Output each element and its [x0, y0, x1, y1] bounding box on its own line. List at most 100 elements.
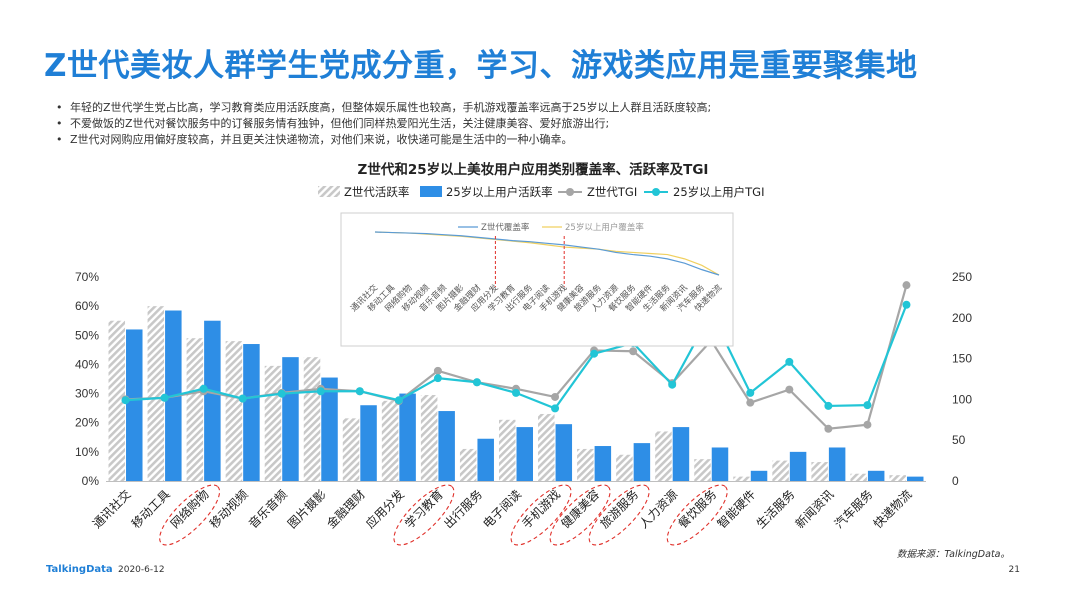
adult-tgi-point — [512, 388, 520, 397]
adult-tgi-point — [785, 357, 794, 366]
z-tgi-point — [433, 366, 442, 375]
adult-tgi-point — [394, 396, 403, 405]
z-tgi-point — [746, 398, 755, 407]
highlight-ellipse — [510, 484, 572, 546]
x-tick-label: 音乐音频 — [245, 487, 290, 532]
bar-z-active — [381, 400, 399, 481]
bar-z-active — [733, 476, 750, 481]
bar-adult-active — [711, 447, 729, 481]
bar-adult-active — [321, 377, 338, 481]
chart-title: Z世代和25岁以上美妆用户应用类别覆盖率、活跃率及TGI — [357, 162, 709, 178]
bar-z-active — [889, 475, 906, 481]
x-tick-label: 学习教育 — [401, 487, 446, 532]
bar-adult-active — [867, 470, 885, 481]
legend-label: 25岁以上用户TGI — [673, 185, 764, 199]
bar-adult-active — [750, 470, 768, 481]
y-left-tick-label: 0% — [82, 474, 100, 488]
bullet-list: 年轻的Z世代学生党占比高，学习教育类应用活跃度高，但整体娱乐属性也较高，手机游戏… — [56, 100, 711, 148]
x-tick-label: 快递物流 — [871, 487, 915, 531]
bar-adult-active — [399, 393, 416, 481]
x-tick-label: 汽车服务 — [831, 487, 876, 532]
adult-tgi-point — [902, 300, 911, 309]
bar-z-active — [303, 357, 321, 481]
z-tgi-point — [785, 385, 794, 394]
y-right-tick-label: 250 — [952, 270, 972, 284]
bullet-item: 不爱做饭的Z世代对餐饮服务中的订餐服务情有独钟，但他们同样热爱阳光生活，关注健康… — [56, 116, 711, 132]
y-right-tick-label: 0 — [952, 474, 959, 488]
legend-label: 25岁以上用户活跃率 — [446, 185, 553, 199]
bar-adult-active — [906, 476, 924, 481]
x-tick-label: 人力资源 — [636, 487, 680, 531]
y-left-tick-label: 20% — [75, 416, 99, 430]
bar-adult-active — [828, 447, 846, 481]
y-left-tick-label: 60% — [75, 299, 99, 313]
bar-z-active — [850, 473, 867, 481]
inset-series-line — [374, 231, 720, 276]
highlight-ellipse — [588, 484, 650, 546]
bar-z-active — [147, 306, 165, 481]
adult-tgi-point — [590, 349, 599, 358]
x-tick-label: 图片摄影 — [284, 487, 329, 532]
legend-label: Z世代TGI — [587, 185, 637, 199]
z-tgi-point — [902, 281, 911, 290]
bar-z-active — [811, 462, 828, 481]
inset-legend-label: Z世代覆盖率 — [481, 222, 530, 233]
x-tick-label: 电子阅读 — [480, 487, 524, 531]
adult-tgi-point — [160, 393, 169, 402]
inset-frame — [340, 212, 734, 347]
footer-date: 2020-6-12 — [118, 565, 165, 575]
y-right-tick-label: 200 — [952, 311, 972, 325]
bar-adult-active — [477, 438, 494, 481]
x-tick-label: 移动工具 — [129, 487, 173, 531]
bar-adult-active — [555, 424, 573, 481]
x-tick-label: 金融理财 — [323, 487, 368, 532]
bar-z-active — [694, 459, 711, 481]
x-tick-label: 新闻资讯 — [792, 487, 837, 532]
bar-z-active — [420, 395, 438, 481]
adult-tgi-point — [668, 380, 677, 389]
adult-tgi-point — [472, 378, 481, 387]
adult-tgi-point — [551, 404, 560, 413]
x-tick-label: 手机游戏 — [519, 487, 563, 531]
y-right-tick-label: 100 — [952, 392, 972, 406]
bar-z-active — [459, 448, 477, 481]
bar-z-active — [225, 341, 243, 481]
data-source: 数据来源：TalkingData。 — [896, 549, 1010, 560]
highlight-ellipse — [549, 484, 611, 546]
legend-swatch-z-bar — [318, 186, 340, 197]
bar-z-active — [499, 419, 516, 481]
adult-tgi-point — [863, 401, 872, 410]
talkingdata-logo: TalkingData — [46, 564, 113, 575]
legend-swatch-adult-bar — [420, 186, 442, 197]
z-tgi-point — [824, 424, 833, 433]
z-tgi-point — [629, 347, 638, 356]
x-tick-label: 应用分发 — [362, 487, 407, 532]
z-tgi-point — [551, 392, 560, 401]
bullet-item: 年轻的Z世代学生党占比高，学习教育类应用活跃度高，但整体娱乐属性也较高，手机游戏… — [56, 100, 711, 116]
page-title: Z世代美妆人群学生党成分重，学习、游戏类应用是重要聚集地 — [44, 48, 918, 84]
adult-tgi-point — [824, 401, 833, 410]
adult-tgi-point — [199, 384, 208, 393]
bar-adult-active — [282, 357, 299, 481]
x-tick-label: 网络购物 — [167, 487, 212, 532]
adult-tgi-point — [746, 388, 755, 397]
y-right-tick-label: 150 — [952, 352, 972, 366]
adult-tgi-point — [277, 389, 286, 398]
inset-legend-label: 25岁以上用户覆盖率 — [565, 222, 644, 233]
y-left-tick-label: 70% — [75, 270, 99, 284]
adult-tgi-point — [238, 394, 247, 403]
bar-adult-active — [672, 427, 690, 481]
bullet-item: Z世代对网购应用偏好度较高，并且更关注快递物流，对他们来说，收快递可能是生活中的… — [56, 132, 711, 148]
inset-chart: Z世代覆盖率 25岁以上用户覆盖率通讯社交移动工具网络购物移动视频音乐音频图片摄影… — [340, 212, 734, 347]
bar-adult-active — [243, 344, 260, 481]
bar-z-active — [342, 418, 360, 481]
y-left-tick-label: 40% — [75, 357, 99, 371]
bar-z-active — [772, 460, 789, 481]
adult-tgi-point — [355, 387, 364, 396]
highlight-ellipse — [159, 484, 221, 546]
y-right-tick-label: 50 — [952, 433, 966, 447]
bar-z-active — [108, 320, 126, 481]
y-left-tick-label: 30% — [75, 387, 99, 401]
bar-z-active — [655, 431, 672, 481]
